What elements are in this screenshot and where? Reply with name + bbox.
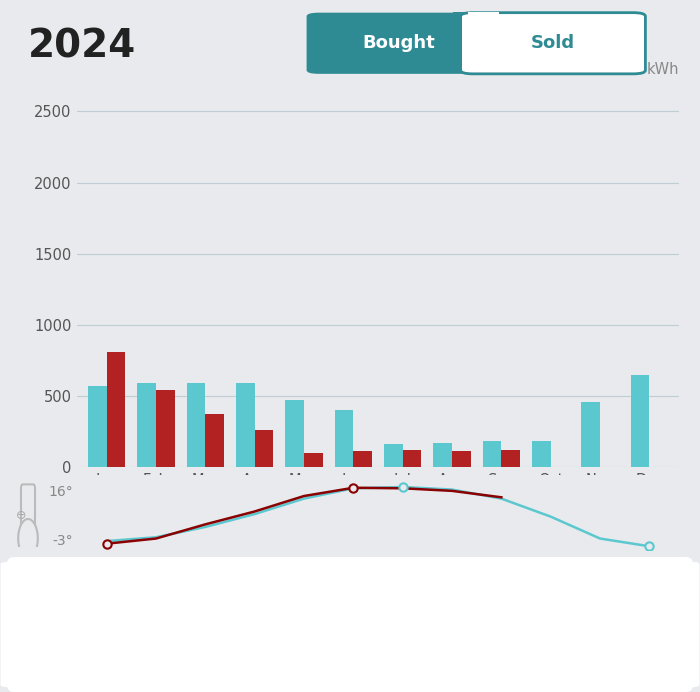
Bar (468, 12, 499, 71)
Text: Sold: Sold (531, 34, 575, 53)
Bar (453, 12, 484, 71)
Text: 4,545 kWh: 4,545 kWh (387, 642, 484, 660)
Bar (186, 383, 205, 467)
FancyBboxPatch shape (307, 12, 491, 74)
Bar (452, 451, 471, 467)
Bar (532, 441, 551, 467)
Bar (631, 374, 650, 467)
Text: Bought: Bought (363, 34, 435, 53)
FancyBboxPatch shape (21, 484, 35, 536)
Bar (402, 450, 421, 467)
Text: Bought el this far this year:: Bought el this far this year: (48, 591, 333, 610)
Bar (285, 400, 304, 467)
Bar (581, 401, 600, 467)
Bar (236, 383, 255, 467)
Text: 2024: 2024 (28, 28, 136, 66)
Bar (255, 430, 274, 467)
Bar (384, 444, 402, 467)
Bar (137, 383, 156, 467)
Bar (156, 390, 175, 467)
Circle shape (18, 519, 38, 558)
Bar (482, 441, 501, 467)
FancyBboxPatch shape (1, 562, 699, 688)
Text: Bought el previous year:: Bought el previous year: (48, 642, 274, 660)
Bar (304, 453, 323, 467)
Bar (354, 451, 372, 467)
Text: 2,778 kWh: 2,778 kWh (430, 591, 538, 610)
Bar (106, 352, 125, 467)
Bar (335, 410, 354, 467)
Legend: 2023, 2024: 2023, 2024 (504, 513, 671, 544)
Bar (88, 386, 106, 467)
Bar (501, 450, 520, 467)
Bar (433, 443, 452, 467)
Text: ⊖: ⊖ (15, 509, 27, 522)
FancyBboxPatch shape (461, 12, 645, 74)
Text: kWh: kWh (647, 62, 679, 78)
Bar (205, 415, 224, 467)
